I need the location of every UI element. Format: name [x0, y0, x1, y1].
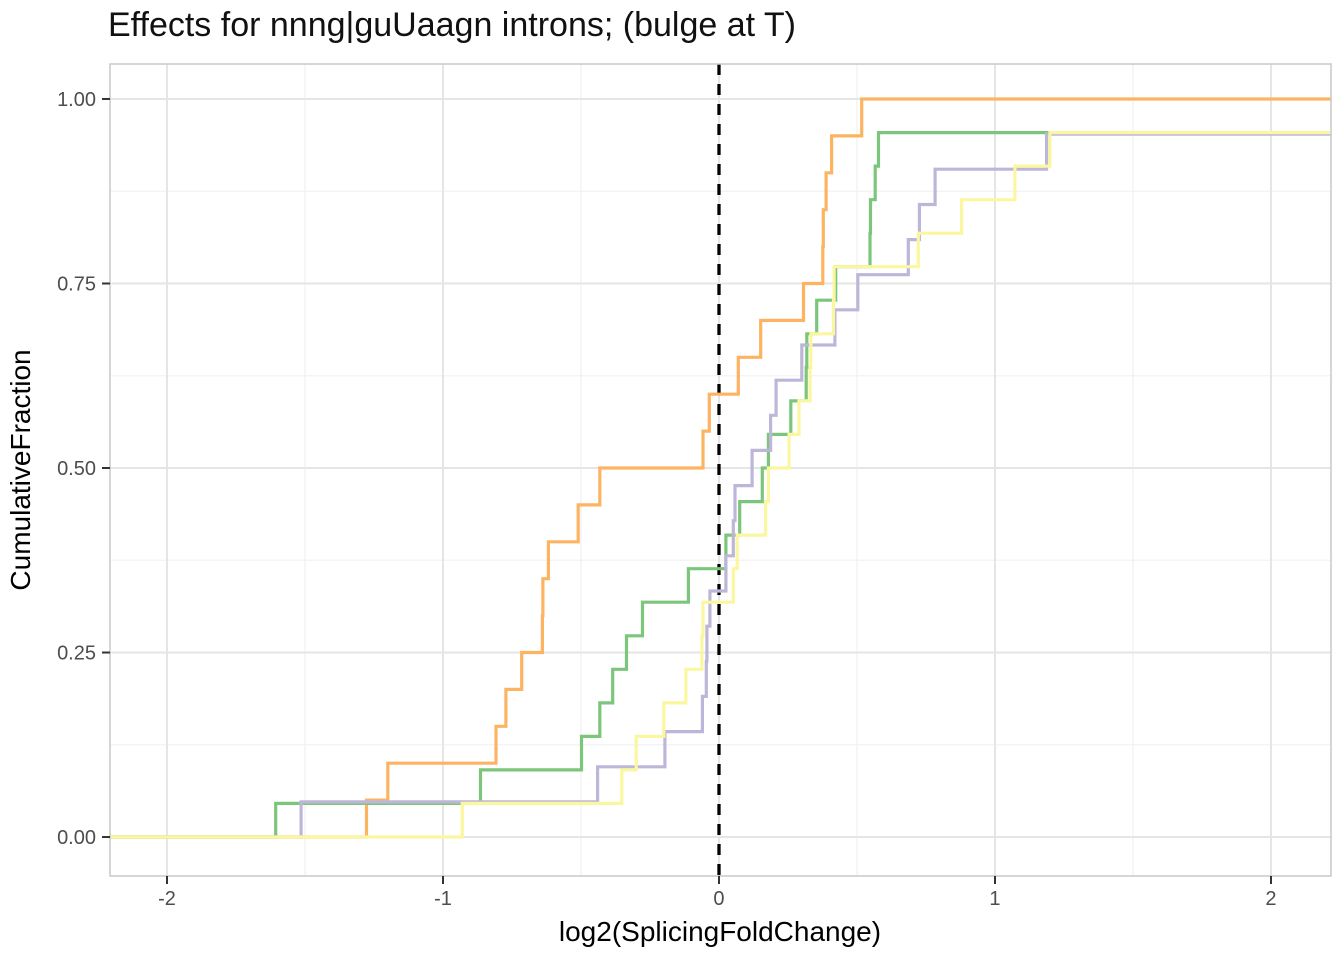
- ecdf-curves: [110, 97, 1331, 839]
- axis-tick-marks: [102, 97, 1272, 884]
- ecdf-curve-orange: [110, 97, 1331, 839]
- ecdf-curve-green: [110, 131, 1331, 839]
- x-tick-label: 0: [713, 888, 724, 910]
- x-tick-label: 2: [1265, 888, 1276, 910]
- x-tick-label: 1: [989, 888, 1000, 910]
- y-tick-label: 0.75: [57, 273, 96, 295]
- ecdf-curve-purple: [110, 132, 1331, 839]
- ecdf-curve-yellow: [110, 131, 1331, 839]
- x-tick-label: -2: [158, 888, 176, 910]
- y-axis-title: CumulativeFraction: [5, 349, 36, 590]
- x-tick-label: -1: [434, 888, 452, 910]
- y-tick-label: 0.50: [57, 458, 96, 480]
- chart-title: Effects for nnng|guUaagn introns; (bulge…: [108, 6, 796, 44]
- x-axis-title: log2(SplicingFoldChange): [559, 916, 881, 947]
- y-tick-labels: 0.00 0.25 0.50 0.75 1.00: [57, 89, 96, 849]
- x-tick-labels: -2 -1 0 1 2: [158, 888, 1276, 910]
- y-tick-label: 1.00: [57, 89, 96, 111]
- panel-border: [109, 63, 1332, 877]
- y-tick-label: 0.00: [57, 827, 96, 849]
- y-tick-label: 0.25: [57, 643, 96, 665]
